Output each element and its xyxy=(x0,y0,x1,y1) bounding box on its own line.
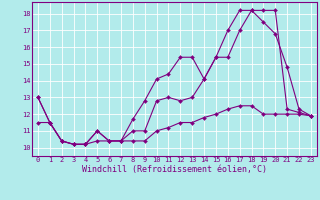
X-axis label: Windchill (Refroidissement éolien,°C): Windchill (Refroidissement éolien,°C) xyxy=(82,165,267,174)
